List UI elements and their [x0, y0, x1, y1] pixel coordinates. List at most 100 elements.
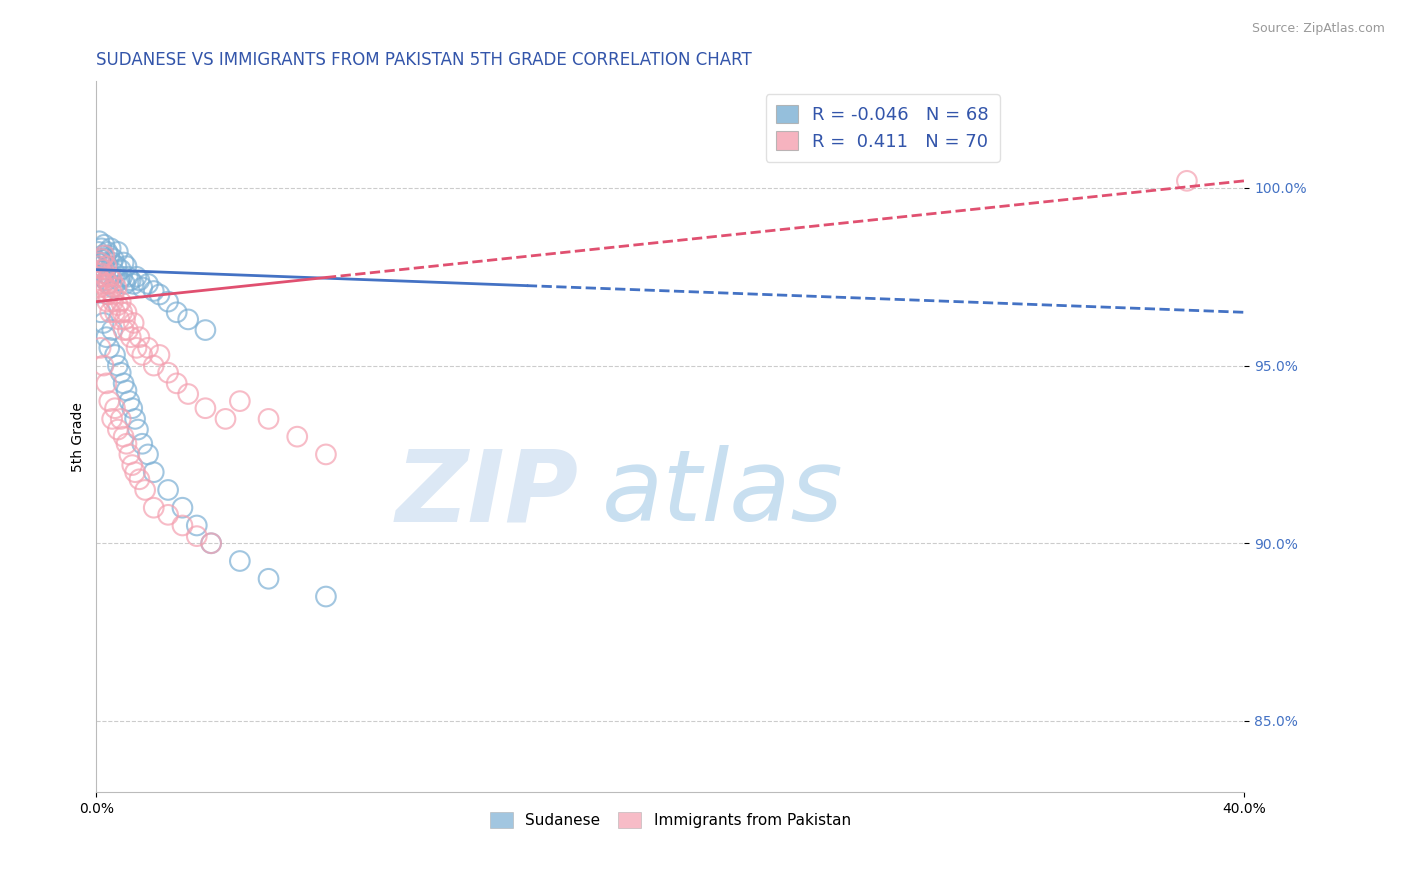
Point: [118, 394, 141, 409]
Point: [157, 366, 180, 380]
Point: [131, 348, 153, 362]
Point: [142, 500, 165, 515]
Point: [103, 252, 125, 266]
Point: [148, 287, 170, 301]
Point: [90, 266, 112, 280]
Point: [122, 277, 145, 291]
Point: [91, 252, 114, 266]
Point: [148, 348, 170, 362]
Point: [128, 330, 150, 344]
Point: [127, 423, 149, 437]
Point: [115, 259, 138, 273]
Point: [118, 447, 141, 461]
Point: [97, 259, 120, 273]
Point: [104, 305, 127, 319]
Point: [90, 341, 112, 355]
Point: [121, 458, 143, 472]
Point: [257, 412, 280, 426]
Point: [200, 536, 222, 550]
Point: [136, 277, 159, 291]
Point: [117, 269, 139, 284]
Y-axis label: 5th Grade: 5th Grade: [72, 401, 86, 472]
Point: [98, 341, 121, 355]
Point: [107, 244, 129, 259]
Point: [91, 255, 114, 269]
Point: [229, 554, 252, 568]
Point: [97, 277, 120, 291]
Point: [186, 529, 208, 543]
Point: [87, 244, 110, 259]
Point: [136, 447, 159, 461]
Point: [107, 298, 129, 312]
Point: [90, 269, 112, 284]
Point: [93, 262, 115, 277]
Text: ZIP: ZIP: [395, 445, 578, 542]
Point: [128, 273, 150, 287]
Text: SUDANESE VS IMMIGRANTS FROM PAKISTAN 5TH GRADE CORRELATION CHART: SUDANESE VS IMMIGRANTS FROM PAKISTAN 5TH…: [97, 51, 752, 69]
Point: [194, 401, 217, 416]
Point: [96, 259, 118, 273]
Point: [105, 259, 128, 273]
Point: [110, 412, 132, 426]
Point: [257, 572, 280, 586]
Point: [101, 255, 124, 269]
Point: [315, 590, 337, 604]
Point: [98, 305, 121, 319]
Point: [200, 536, 222, 550]
Point: [93, 237, 115, 252]
Point: [177, 312, 200, 326]
Point: [97, 277, 120, 291]
Point: [166, 376, 188, 391]
Point: [91, 277, 114, 291]
Point: [89, 280, 111, 294]
Point: [105, 280, 128, 294]
Point: [142, 284, 165, 298]
Point: [172, 518, 194, 533]
Point: [120, 330, 142, 344]
Point: [107, 423, 129, 437]
Point: [98, 269, 121, 284]
Point: [101, 294, 124, 309]
Point: [131, 436, 153, 450]
Point: [214, 412, 236, 426]
Point: [101, 323, 124, 337]
Point: [122, 316, 145, 330]
Point: [115, 305, 138, 319]
Point: [108, 312, 131, 326]
Point: [117, 323, 139, 337]
Point: [112, 323, 135, 337]
Point: [98, 269, 121, 284]
Point: [100, 241, 122, 255]
Legend: Sudanese, Immigrants from Pakistan: Sudanese, Immigrants from Pakistan: [484, 805, 856, 834]
Point: [111, 269, 134, 284]
Text: atlas: atlas: [602, 445, 844, 542]
Point: [124, 412, 146, 426]
Point: [114, 312, 136, 326]
Point: [142, 465, 165, 479]
Point: [94, 266, 117, 280]
Point: [94, 252, 117, 266]
Point: [157, 483, 180, 497]
Point: [114, 277, 136, 291]
Point: [93, 316, 115, 330]
Point: [91, 248, 114, 262]
Point: [112, 430, 135, 444]
Point: [120, 273, 142, 287]
Point: [110, 294, 132, 309]
Point: [104, 401, 127, 416]
Point: [87, 269, 110, 284]
Point: [157, 294, 180, 309]
Point: [93, 248, 115, 262]
Point: [89, 234, 111, 248]
Point: [124, 465, 146, 479]
Point: [104, 266, 127, 280]
Point: [96, 273, 118, 287]
Point: [112, 376, 135, 391]
Point: [103, 287, 125, 301]
Point: [142, 359, 165, 373]
Point: [87, 259, 110, 273]
Point: [186, 518, 208, 533]
Point: [96, 244, 118, 259]
Point: [94, 280, 117, 294]
Point: [96, 294, 118, 309]
